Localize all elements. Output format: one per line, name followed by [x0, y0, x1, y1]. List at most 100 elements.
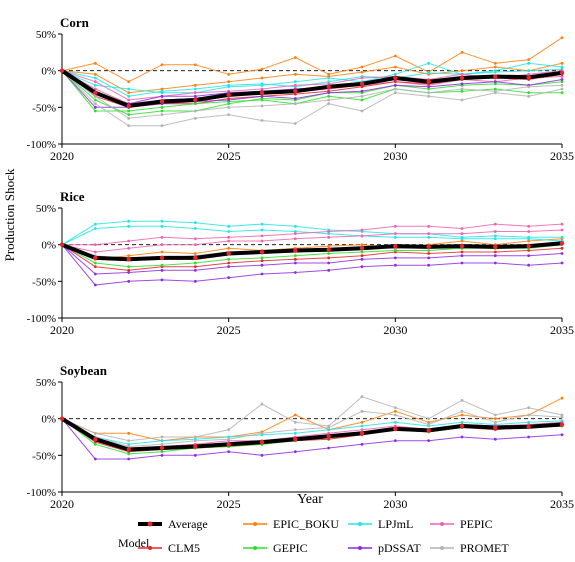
- data-point: [527, 224, 531, 228]
- series-line: [61, 238, 563, 260]
- data-point: [260, 234, 264, 238]
- data-point: [360, 265, 364, 269]
- data-point: [160, 450, 164, 454]
- data-point: [193, 87, 197, 91]
- data-point: [360, 228, 364, 232]
- data-point: [360, 428, 364, 432]
- data-point: [193, 261, 197, 265]
- data-point: [59, 416, 65, 421]
- data-point: [227, 246, 231, 250]
- data-point: [260, 431, 264, 435]
- data-point: [426, 244, 431, 250]
- y-tick-label: -50%: [32, 450, 56, 462]
- panel-corn: Corn 50% 0% -50% -100%2020 2025 2030 2035: [27, 15, 574, 163]
- x-tick-label: 2030: [383, 497, 407, 511]
- data-point: [193, 435, 197, 439]
- data-point: [560, 228, 564, 232]
- data-point: [293, 237, 297, 241]
- legend-entry-lpjml: LPJmL: [348, 517, 413, 531]
- data-point: [527, 58, 531, 62]
- data-point: [93, 105, 97, 109]
- data-point: [260, 76, 264, 80]
- series-line: [60, 69, 563, 108]
- data-point: [293, 230, 297, 233]
- data-point: [93, 265, 97, 269]
- data-point: [193, 268, 197, 272]
- data-point: [560, 235, 564, 239]
- data-point: [493, 437, 497, 441]
- data-point: [160, 224, 164, 228]
- data-point: [493, 89, 497, 93]
- legend-label: GEPIC: [273, 541, 308, 555]
- data-point: [327, 98, 331, 102]
- series-line: [61, 70, 563, 127]
- data-point: [560, 91, 564, 95]
- data-point: [227, 257, 231, 261]
- data-point: [427, 71, 431, 75]
- data-point: [260, 67, 264, 71]
- data-point: [93, 457, 97, 461]
- y-axis-label: Production Shock: [2, 168, 17, 261]
- data-point: [459, 75, 465, 81]
- x-tick-label: 2035: [550, 497, 574, 511]
- data-point: [360, 442, 364, 446]
- data-point: [160, 124, 164, 128]
- data-point: [527, 406, 531, 410]
- data-point: [459, 423, 465, 429]
- series-line: [60, 416, 563, 452]
- x-tick-label: 2025: [217, 149, 241, 163]
- data-point: [393, 65, 397, 69]
- data-point: [93, 442, 97, 446]
- series-average: [59, 416, 565, 452]
- data-point: [193, 63, 197, 67]
- data-point: [93, 98, 97, 102]
- data-point: [127, 116, 131, 120]
- legend-marker: [147, 521, 153, 527]
- data-point: [260, 259, 264, 263]
- data-point: [560, 83, 564, 87]
- x-tick-label: 2030: [383, 323, 407, 337]
- data-point: [193, 109, 197, 113]
- y-tick-label: 0%: [41, 66, 56, 78]
- data-point: [393, 420, 397, 424]
- data-point: [127, 279, 131, 283]
- data-point: [93, 250, 97, 254]
- data-point: [159, 255, 165, 261]
- data-point: [293, 80, 297, 84]
- data-point: [360, 250, 364, 254]
- data-point: [260, 119, 264, 122]
- data-point: [560, 87, 564, 91]
- data-point: [160, 94, 164, 98]
- data-point: [93, 283, 97, 287]
- data-point: [127, 113, 131, 117]
- data-point: [293, 248, 298, 253]
- data-point: [127, 271, 131, 274]
- data-point: [493, 244, 498, 250]
- data-point: [260, 263, 264, 267]
- data-point: [560, 415, 564, 419]
- data-point: [193, 279, 197, 283]
- data-point: [460, 50, 464, 54]
- data-point: [127, 224, 131, 228]
- data-point: [227, 224, 231, 228]
- data-point: [493, 80, 497, 84]
- legend-entry-pepic: PEPIC: [430, 517, 493, 531]
- y-tick-label: 0%: [41, 240, 56, 252]
- data-point: [460, 261, 464, 265]
- data-point: [493, 87, 497, 91]
- data-point: [227, 105, 231, 109]
- data-point: [427, 252, 431, 255]
- data-point: [127, 254, 131, 258]
- series-average: [59, 68, 565, 109]
- data-point: [160, 250, 164, 254]
- data-point: [193, 453, 197, 457]
- x-axis-label: Year: [297, 492, 323, 507]
- data-point: [493, 234, 497, 238]
- data-point: [393, 243, 398, 249]
- series-line: [61, 418, 563, 460]
- data-point: [260, 453, 264, 457]
- data-point: [460, 250, 464, 254]
- data-point: [59, 68, 65, 73]
- data-point: [227, 102, 231, 106]
- data-point: [93, 243, 97, 247]
